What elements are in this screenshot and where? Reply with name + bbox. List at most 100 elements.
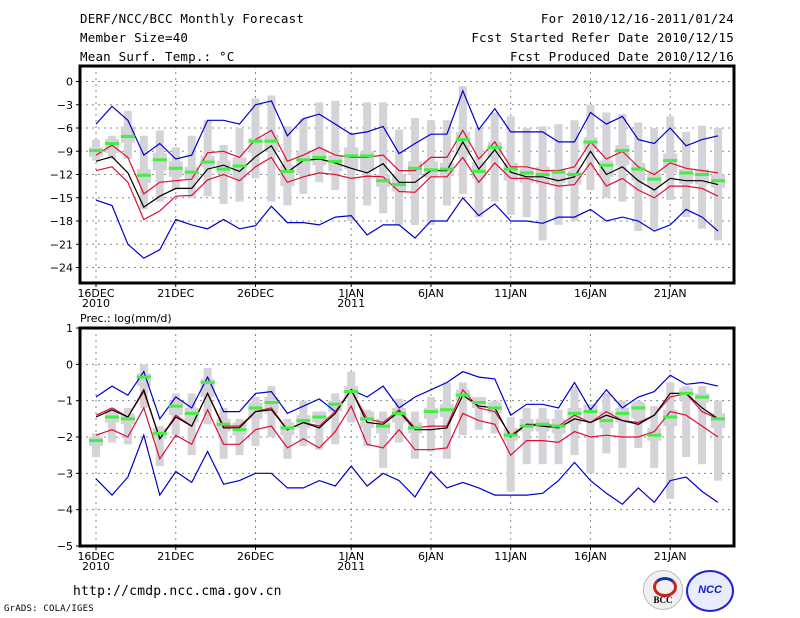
y-tick-label: −5 <box>57 540 73 553</box>
forecast-produced-date: Fcst Produced Date 2010/12/16 <box>509 49 734 64</box>
bcc-logo-text: BCC <box>653 595 673 605</box>
median-marker <box>216 422 231 426</box>
upper-spread-line <box>95 129 719 195</box>
median-marker <box>312 415 327 419</box>
y-tick-label: −9 <box>57 145 73 158</box>
median-marker <box>104 415 119 419</box>
median-marker <box>120 135 135 139</box>
y-tick-label: −21 <box>50 238 73 251</box>
precipitation-axis-title: Prec.: log(mm/d) <box>80 312 172 325</box>
whisker-bar <box>698 386 707 465</box>
whisker-bar <box>666 382 675 499</box>
box <box>679 169 694 184</box>
source-url[interactable]: http://cmdp.ncc.cma.gov.cn <box>73 584 282 599</box>
median-marker <box>264 400 279 404</box>
whisker-bar <box>331 100 340 190</box>
plot-frame <box>78 64 736 285</box>
x-tick-label: 11JAN <box>494 287 527 300</box>
y-tick-label: 0 <box>66 76 73 89</box>
forecast-start-date: Fcst Started Refer Date 2010/12/15 <box>471 30 734 45</box>
median-marker <box>535 173 550 176</box>
median-marker <box>679 391 694 395</box>
median-marker <box>264 139 279 143</box>
whisker-bar <box>442 382 451 459</box>
ncc-logo-text: NCC <box>698 584 722 596</box>
median-marker <box>232 164 247 168</box>
median-marker <box>487 145 502 149</box>
forecast-period: For 2010/12/16-2011/01/24 <box>540 11 734 26</box>
box <box>392 407 407 423</box>
median-marker <box>232 428 247 432</box>
whisker-bar <box>187 393 196 456</box>
median-marker <box>471 169 486 173</box>
whisker-bar <box>379 411 388 468</box>
x-tick-label: 1JAN <box>338 287 364 300</box>
whisker-bar <box>331 393 340 445</box>
median-marker <box>200 381 215 384</box>
ensemble-mean-line <box>95 388 719 441</box>
ensemble-mean-line <box>95 140 719 208</box>
member-size-label: Member Size=40 <box>80 30 189 45</box>
box <box>631 402 646 419</box>
median-marker <box>200 160 215 164</box>
lower-spread-line <box>95 156 719 221</box>
median-marker <box>535 422 550 426</box>
y-tick-label: −15 <box>50 192 73 205</box>
median-marker <box>599 419 614 423</box>
x-tick-label: 21DEC <box>157 287 194 300</box>
median-marker <box>344 154 359 158</box>
median-marker <box>408 426 422 430</box>
box <box>120 126 135 143</box>
median-marker <box>551 424 566 428</box>
box <box>360 151 375 172</box>
median-marker <box>631 406 646 410</box>
x-tick-label: 21JAN <box>654 287 687 300</box>
y-tick-label: −3 <box>57 99 73 112</box>
median-marker <box>168 166 183 170</box>
median-marker <box>296 158 311 162</box>
x-tick-label: 16JAN <box>574 287 607 300</box>
median-marker <box>408 166 422 170</box>
whisker-bar <box>379 102 388 214</box>
median-marker <box>615 411 630 415</box>
median-marker <box>120 417 135 421</box>
whisker-bar <box>139 364 148 408</box>
median-marker <box>168 404 183 408</box>
whisker-bar <box>411 411 419 459</box>
min-line <box>95 433 719 505</box>
median-marker <box>567 411 582 415</box>
median-marker <box>392 183 407 187</box>
y-tick-label: −18 <box>50 215 73 228</box>
median-marker <box>89 439 103 443</box>
whisker-bar <box>123 407 132 445</box>
y-tick-label: −24 <box>50 262 73 275</box>
box <box>232 157 247 178</box>
median-marker <box>280 426 295 430</box>
y-tick-label: −4 <box>57 504 73 517</box>
max-line <box>95 370 719 421</box>
median-marker <box>439 167 454 171</box>
y-tick-label: −2 <box>57 431 73 444</box>
median-marker <box>695 173 710 176</box>
whisker-bar <box>347 133 356 221</box>
y-tick-label: −1 <box>57 395 73 408</box>
whisker-bar <box>107 407 116 443</box>
whisker-bar <box>315 411 324 450</box>
whisker-bar <box>315 102 324 183</box>
box <box>423 407 438 419</box>
whisker-bar <box>554 409 563 465</box>
box <box>89 147 103 157</box>
median-marker <box>503 167 518 171</box>
bcc-logo: BCC <box>643 570 683 610</box>
x-tick-label: 1JAN <box>338 550 364 563</box>
plot-frame <box>78 326 736 548</box>
median-marker <box>344 390 359 394</box>
median-marker <box>647 433 662 437</box>
median-marker <box>376 424 391 428</box>
median-marker <box>152 431 167 435</box>
median-marker <box>583 410 598 414</box>
median-marker <box>631 167 646 171</box>
whisker-bar <box>490 400 499 434</box>
